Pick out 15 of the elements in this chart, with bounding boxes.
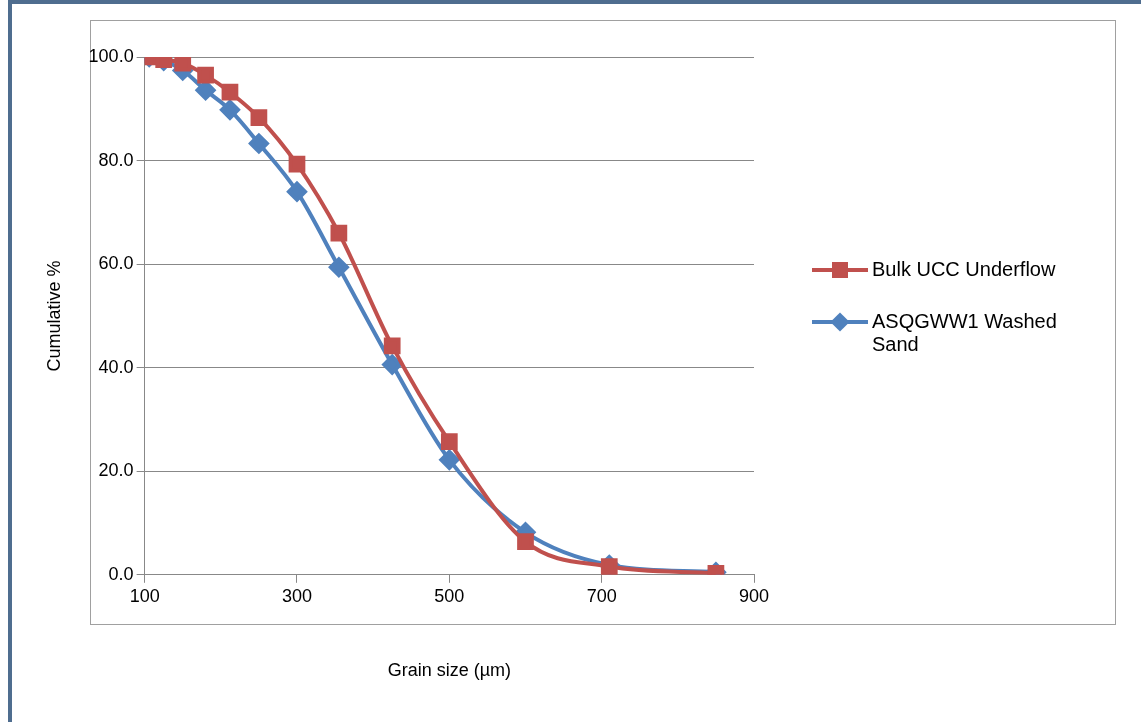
- y-tick-label: 80.0: [98, 149, 134, 170]
- x-tick-label: 100: [129, 585, 160, 606]
- y-tick-label: 60.0: [98, 253, 134, 274]
- x-tick-label: 500: [434, 585, 465, 606]
- y-axis-title: Cumulative %: [43, 260, 64, 372]
- y-tick-label: 0.0: [108, 563, 134, 584]
- y-tick-label: 100.0: [88, 45, 134, 66]
- x-tick-label: 900: [738, 585, 770, 606]
- y-tick-label: 20.0: [98, 460, 134, 481]
- legend-label: ASQGWW1 Washed Sand: [872, 310, 1058, 356]
- x-tick-label: 300: [281, 585, 313, 606]
- legend-label: Bulk UCC Underflow: [872, 258, 1056, 281]
- y-tick-label: 40.0: [98, 356, 134, 377]
- x-tick-label: 700: [586, 585, 617, 606]
- x-axis-title: Grain size (µm): [387, 660, 512, 681]
